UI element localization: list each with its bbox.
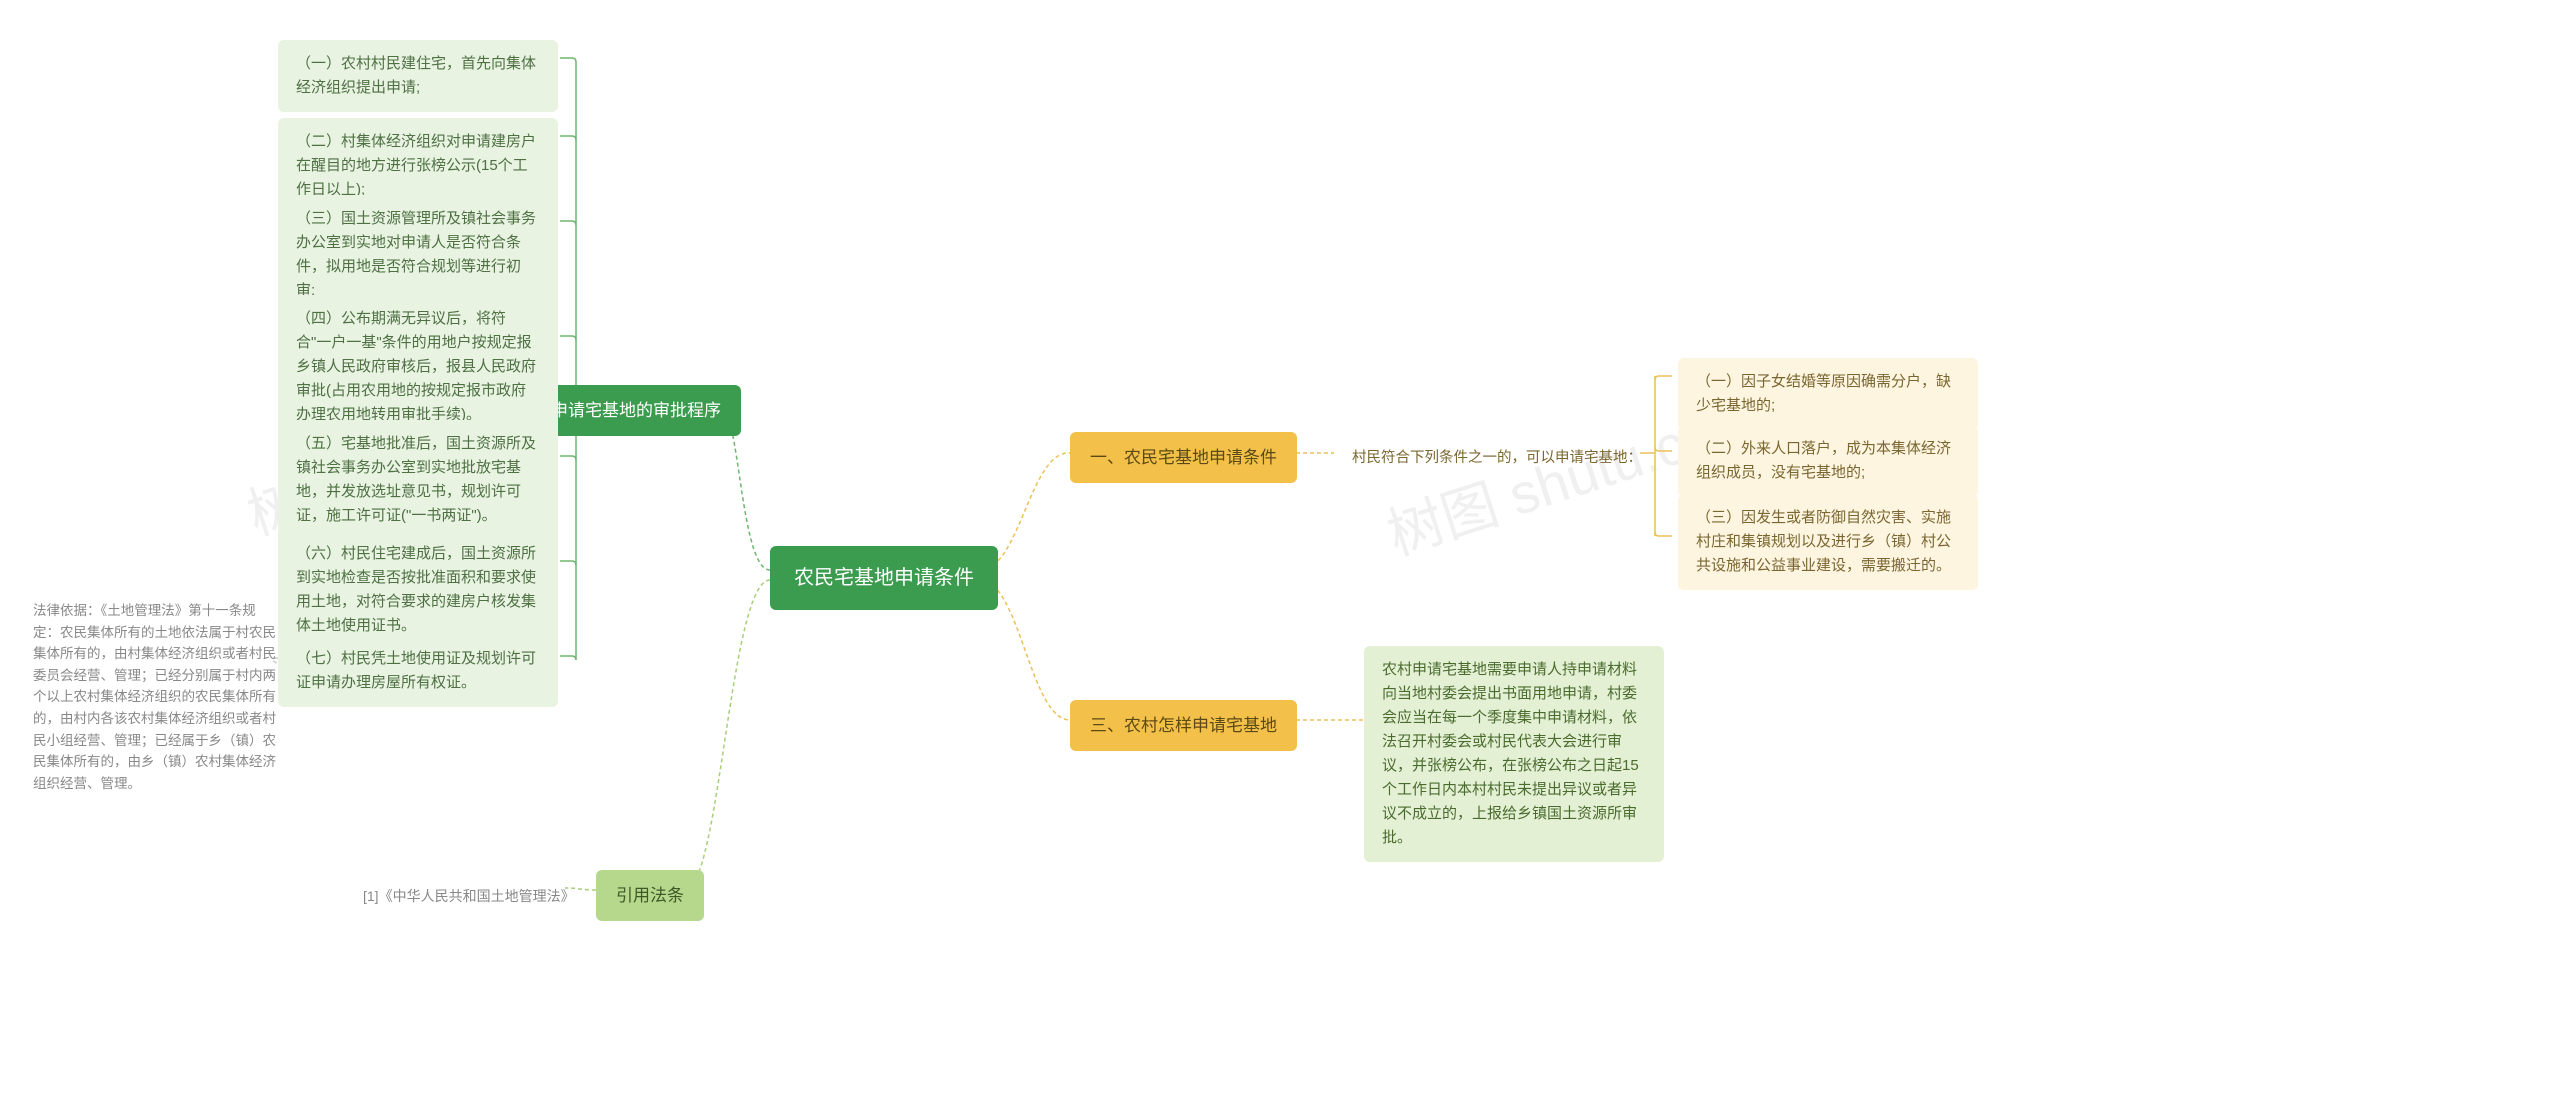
procedure-item-7: （七）村民凭土地使用证及规划许可证申请办理房屋所有权证。 [278, 635, 558, 707]
condition-item-1: （一）因子女结婚等原因确需分户，缺少宅基地的; [1678, 358, 1978, 430]
procedure-item-1: （一）农村村民建住宅，首先向集体经济组织提出申请; [278, 40, 558, 112]
howto-detail: 农村申请宅基地需要申请人持申请材料向当地村委会提出书面用地申请，村委会应当在每一… [1364, 646, 1664, 862]
procedure-item-4: （四）公布期满无异议后，将符合"一户一基"条件的用地户按规定报乡镇人民政府审核后… [278, 295, 558, 439]
central-node[interactable]: 农民宅基地申请条件 [770, 546, 998, 610]
conditions-intro: 村民符合下列条件之一的，可以申请宅基地： [1334, 435, 1660, 482]
branch-conditions[interactable]: 一、农民宅基地申请条件 [1070, 432, 1297, 483]
procedure-law: 法律依据：《土地管理法》第十一条规定：农民集体所有的土地依法属于村农民集体所有的… [15, 588, 295, 806]
branch-citation[interactable]: 引用法条 [596, 870, 704, 921]
procedure-item-6: （六）村民住宅建成后，国土资源所到实地检查是否按批准面积和要求使用土地，对符合要… [278, 530, 558, 650]
procedure-item-5: （五）宅基地批准后，国土资源所及镇社会事务办公室到实地批放宅基地，并发放选址意见… [278, 420, 558, 540]
condition-item-3: （三）因发生或者防御自然灾害、实施村庄和集镇规划以及进行乡（镇）村公共设施和公益… [1678, 494, 1978, 590]
citation-ref: [1]《中华人民共和国土地管理法》 [345, 873, 593, 919]
branch-howto[interactable]: 三、农村怎样申请宅基地 [1070, 700, 1297, 751]
condition-item-2: （二）外来人口落户，成为本集体经济组织成员，没有宅基地的; [1678, 425, 1978, 497]
